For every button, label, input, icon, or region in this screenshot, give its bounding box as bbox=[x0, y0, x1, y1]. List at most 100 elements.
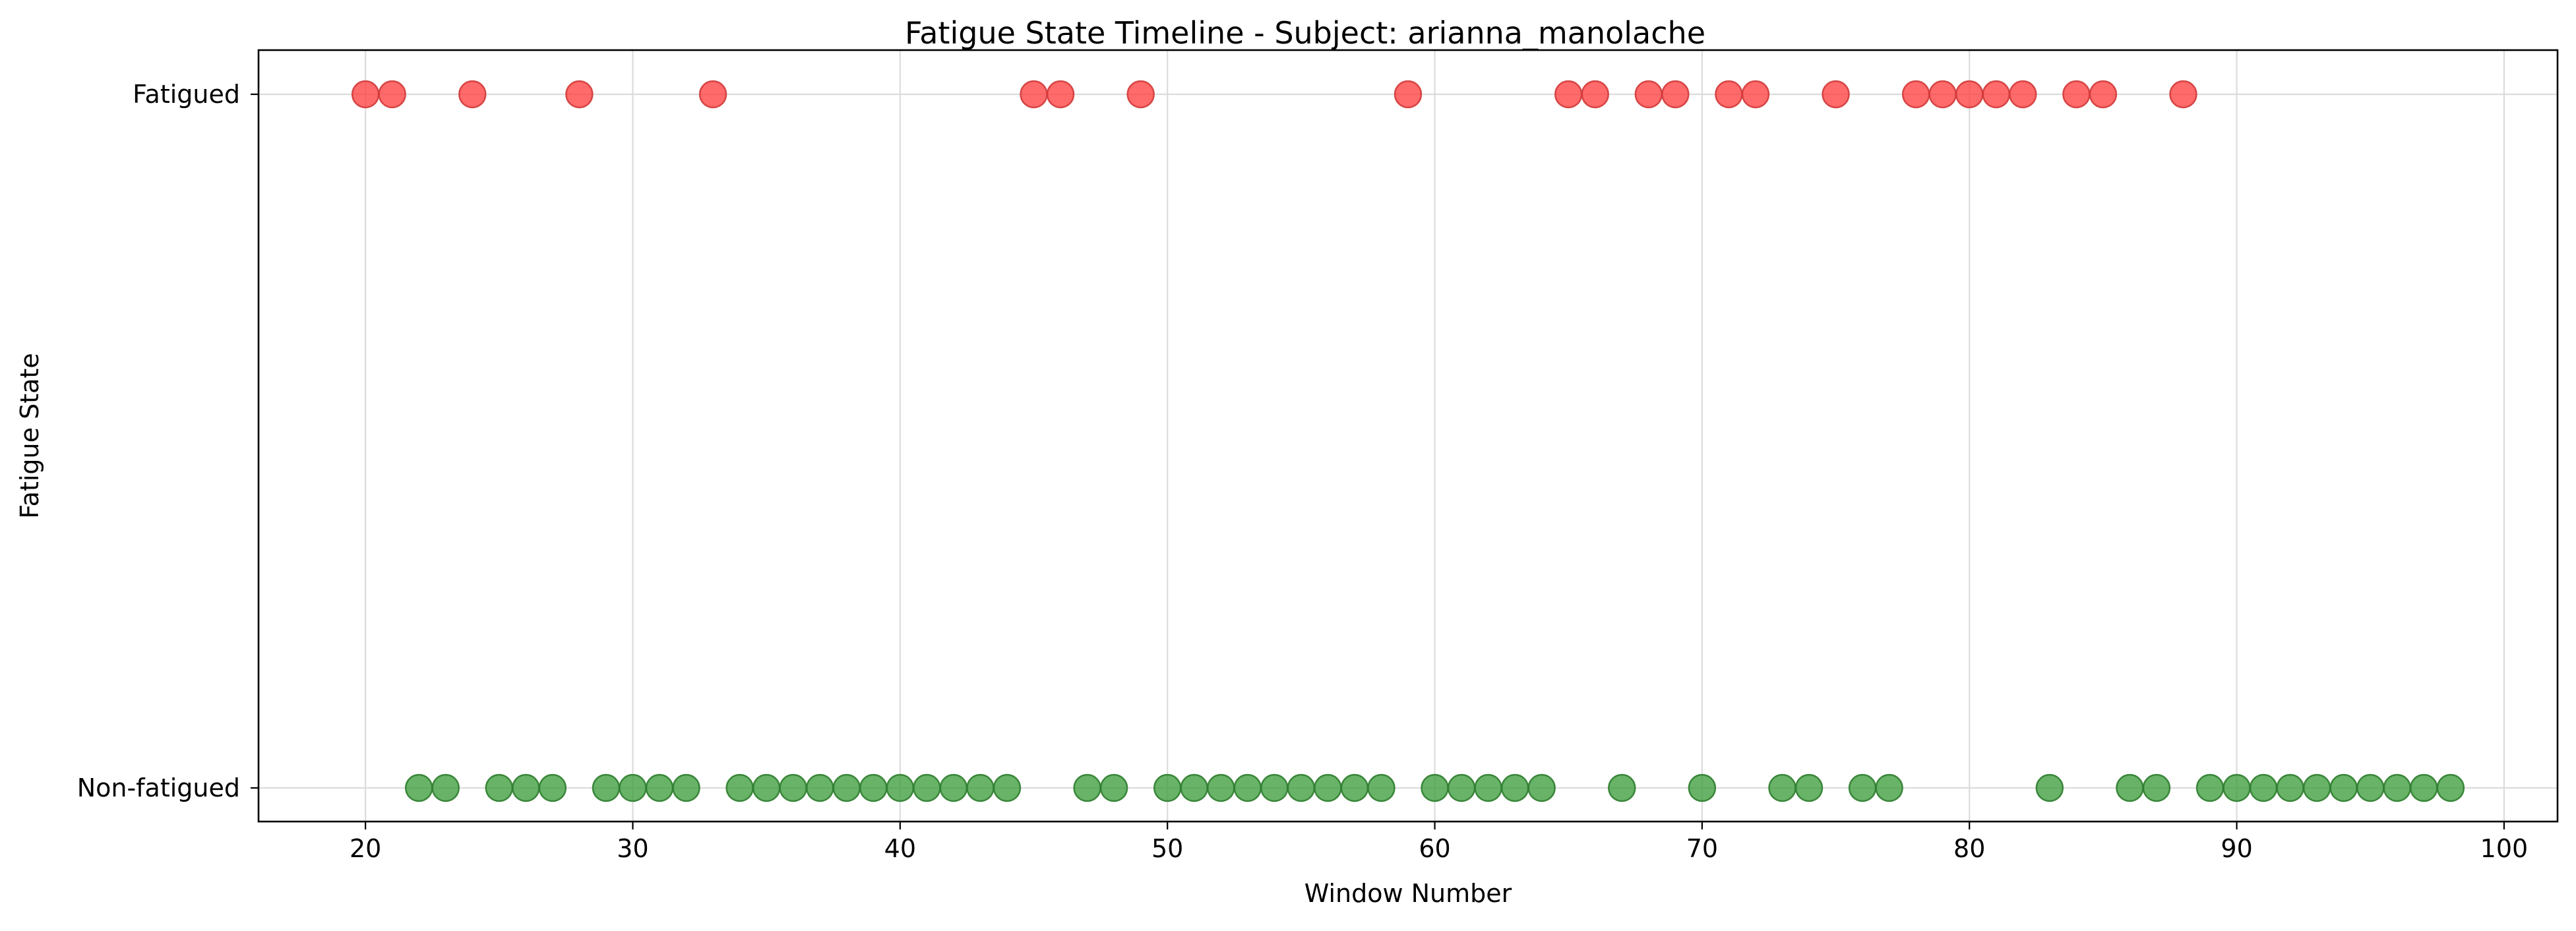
fatigued-point bbox=[2089, 80, 2118, 109]
non-fatigued-point bbox=[752, 773, 781, 802]
x-tick-label: 70 bbox=[1686, 834, 1718, 863]
non-fatigued-point bbox=[2116, 773, 2144, 802]
fatigued-point bbox=[1554, 80, 1583, 109]
non-fatigued-point bbox=[485, 773, 514, 802]
fatigued-point bbox=[1581, 80, 1609, 109]
non-fatigued-point bbox=[2035, 773, 2064, 802]
fatigued-point bbox=[1126, 80, 1155, 109]
non-fatigued-point bbox=[2356, 773, 2385, 802]
non-fatigued-point bbox=[2276, 773, 2304, 802]
fatigued-point bbox=[458, 80, 487, 109]
non-fatigued-point bbox=[939, 773, 968, 802]
non-fatigued-point bbox=[619, 773, 647, 802]
plot-area-frame bbox=[257, 49, 2559, 823]
non-fatigued-point bbox=[1875, 773, 1903, 802]
fatigued-point bbox=[2062, 80, 2091, 109]
x-axis-ticks: 20 30 40 50 60 70 80 90 100 bbox=[350, 822, 2528, 863]
non-fatigued-point bbox=[431, 773, 460, 802]
x-tick-label: 60 bbox=[1419, 834, 1450, 863]
non-fatigued-point bbox=[2329, 773, 2358, 802]
non-fatigued-point bbox=[1848, 773, 1877, 802]
non-fatigued-point bbox=[1500, 773, 1529, 802]
x-tick-label: 20 bbox=[350, 834, 381, 863]
non-fatigued-point bbox=[966, 773, 995, 802]
non-fatigued-point bbox=[779, 773, 807, 802]
y-axis-label: Fatigue State bbox=[15, 353, 44, 518]
non-fatigued-point bbox=[1099, 773, 1128, 802]
non-fatigued-point bbox=[2223, 773, 2251, 802]
non-fatigued-point bbox=[2249, 773, 2278, 802]
fatigued-point bbox=[1822, 80, 1850, 109]
non-fatigued-point bbox=[993, 773, 1022, 802]
y-tick-label: Fatigued bbox=[133, 80, 240, 109]
fatigued-point bbox=[1046, 80, 1075, 109]
non-fatigued-point bbox=[1794, 773, 1824, 802]
non-fatigued-point bbox=[725, 773, 754, 802]
non-fatigued-point bbox=[1340, 773, 1369, 802]
non-fatigued-point bbox=[832, 773, 861, 802]
fatigued-point bbox=[698, 80, 727, 109]
fatigued-point bbox=[1020, 80, 1048, 109]
non-fatigued-point bbox=[859, 773, 888, 802]
fatigued-point bbox=[2009, 80, 2037, 109]
x-tick-label: 50 bbox=[1151, 834, 1183, 863]
non-fatigued-point bbox=[805, 773, 834, 802]
non-fatigued-point bbox=[2436, 773, 2465, 802]
fatigued-point bbox=[2169, 80, 2197, 109]
non-fatigued-point bbox=[1474, 773, 1502, 802]
x-tick-label: 90 bbox=[2221, 834, 2252, 863]
non-fatigued-point bbox=[1688, 773, 1717, 802]
non-fatigued-point bbox=[1233, 773, 1262, 802]
chart-title: Fatigue State Timeline - Subject: ariann… bbox=[905, 15, 1705, 51]
x-tick-label: 30 bbox=[617, 834, 648, 863]
x-axis-label: Window Number bbox=[1304, 879, 1512, 908]
non-fatigued-point bbox=[1367, 773, 1395, 802]
fatigued-point bbox=[1928, 80, 1957, 109]
data-points bbox=[351, 80, 2465, 802]
non-fatigued-point bbox=[404, 773, 433, 802]
grid-lines bbox=[259, 50, 2558, 822]
fatigued-point bbox=[351, 80, 380, 109]
non-fatigued-point bbox=[512, 773, 540, 802]
non-fatigued-point bbox=[1260, 773, 1289, 802]
x-tick-label: 40 bbox=[884, 834, 916, 863]
non-fatigued-point bbox=[1073, 773, 1101, 802]
non-fatigued-point bbox=[2302, 773, 2331, 802]
y-axis-ticks: Fatigued Non-fatigued bbox=[77, 80, 259, 802]
fatigued-point bbox=[378, 80, 406, 109]
fatigued-point bbox=[1715, 80, 1743, 109]
non-fatigued-point bbox=[2142, 773, 2171, 802]
non-fatigued-point bbox=[2383, 773, 2412, 802]
non-fatigued-point bbox=[538, 773, 567, 802]
non-fatigued-point bbox=[1314, 773, 1342, 802]
fatigued-point bbox=[1634, 80, 1663, 109]
fatigued-point bbox=[1901, 80, 1930, 109]
fatigued-point bbox=[1955, 80, 1984, 109]
fatigued-point bbox=[1982, 80, 2011, 109]
y-tick-label: Non-fatigued bbox=[77, 773, 240, 802]
non-fatigued-point bbox=[1207, 773, 1235, 802]
fatigued-point bbox=[1394, 80, 1423, 109]
non-fatigued-point bbox=[1768, 773, 1796, 802]
non-fatigued-point bbox=[1180, 773, 1208, 802]
non-fatigued-point bbox=[1608, 773, 1636, 802]
fatigued-point bbox=[565, 80, 594, 109]
fatigued-point bbox=[1661, 80, 1690, 109]
non-fatigued-point bbox=[592, 773, 621, 802]
x-tick-label: 80 bbox=[1953, 834, 1985, 863]
non-fatigued-point bbox=[2410, 773, 2438, 802]
non-fatigued-point bbox=[645, 773, 674, 802]
non-fatigued-point bbox=[913, 773, 941, 802]
non-fatigued-point bbox=[1421, 773, 1449, 802]
non-fatigued-point bbox=[1287, 773, 1316, 802]
non-fatigued-point bbox=[672, 773, 700, 802]
fatigued-point bbox=[1741, 80, 1770, 109]
non-fatigued-point bbox=[2195, 773, 2224, 802]
non-fatigued-point bbox=[1153, 773, 1182, 802]
non-fatigued-point bbox=[1447, 773, 1476, 802]
non-fatigued-point bbox=[886, 773, 915, 802]
non-fatigued-point bbox=[1527, 773, 1556, 802]
x-tick-label: 100 bbox=[2480, 834, 2529, 863]
